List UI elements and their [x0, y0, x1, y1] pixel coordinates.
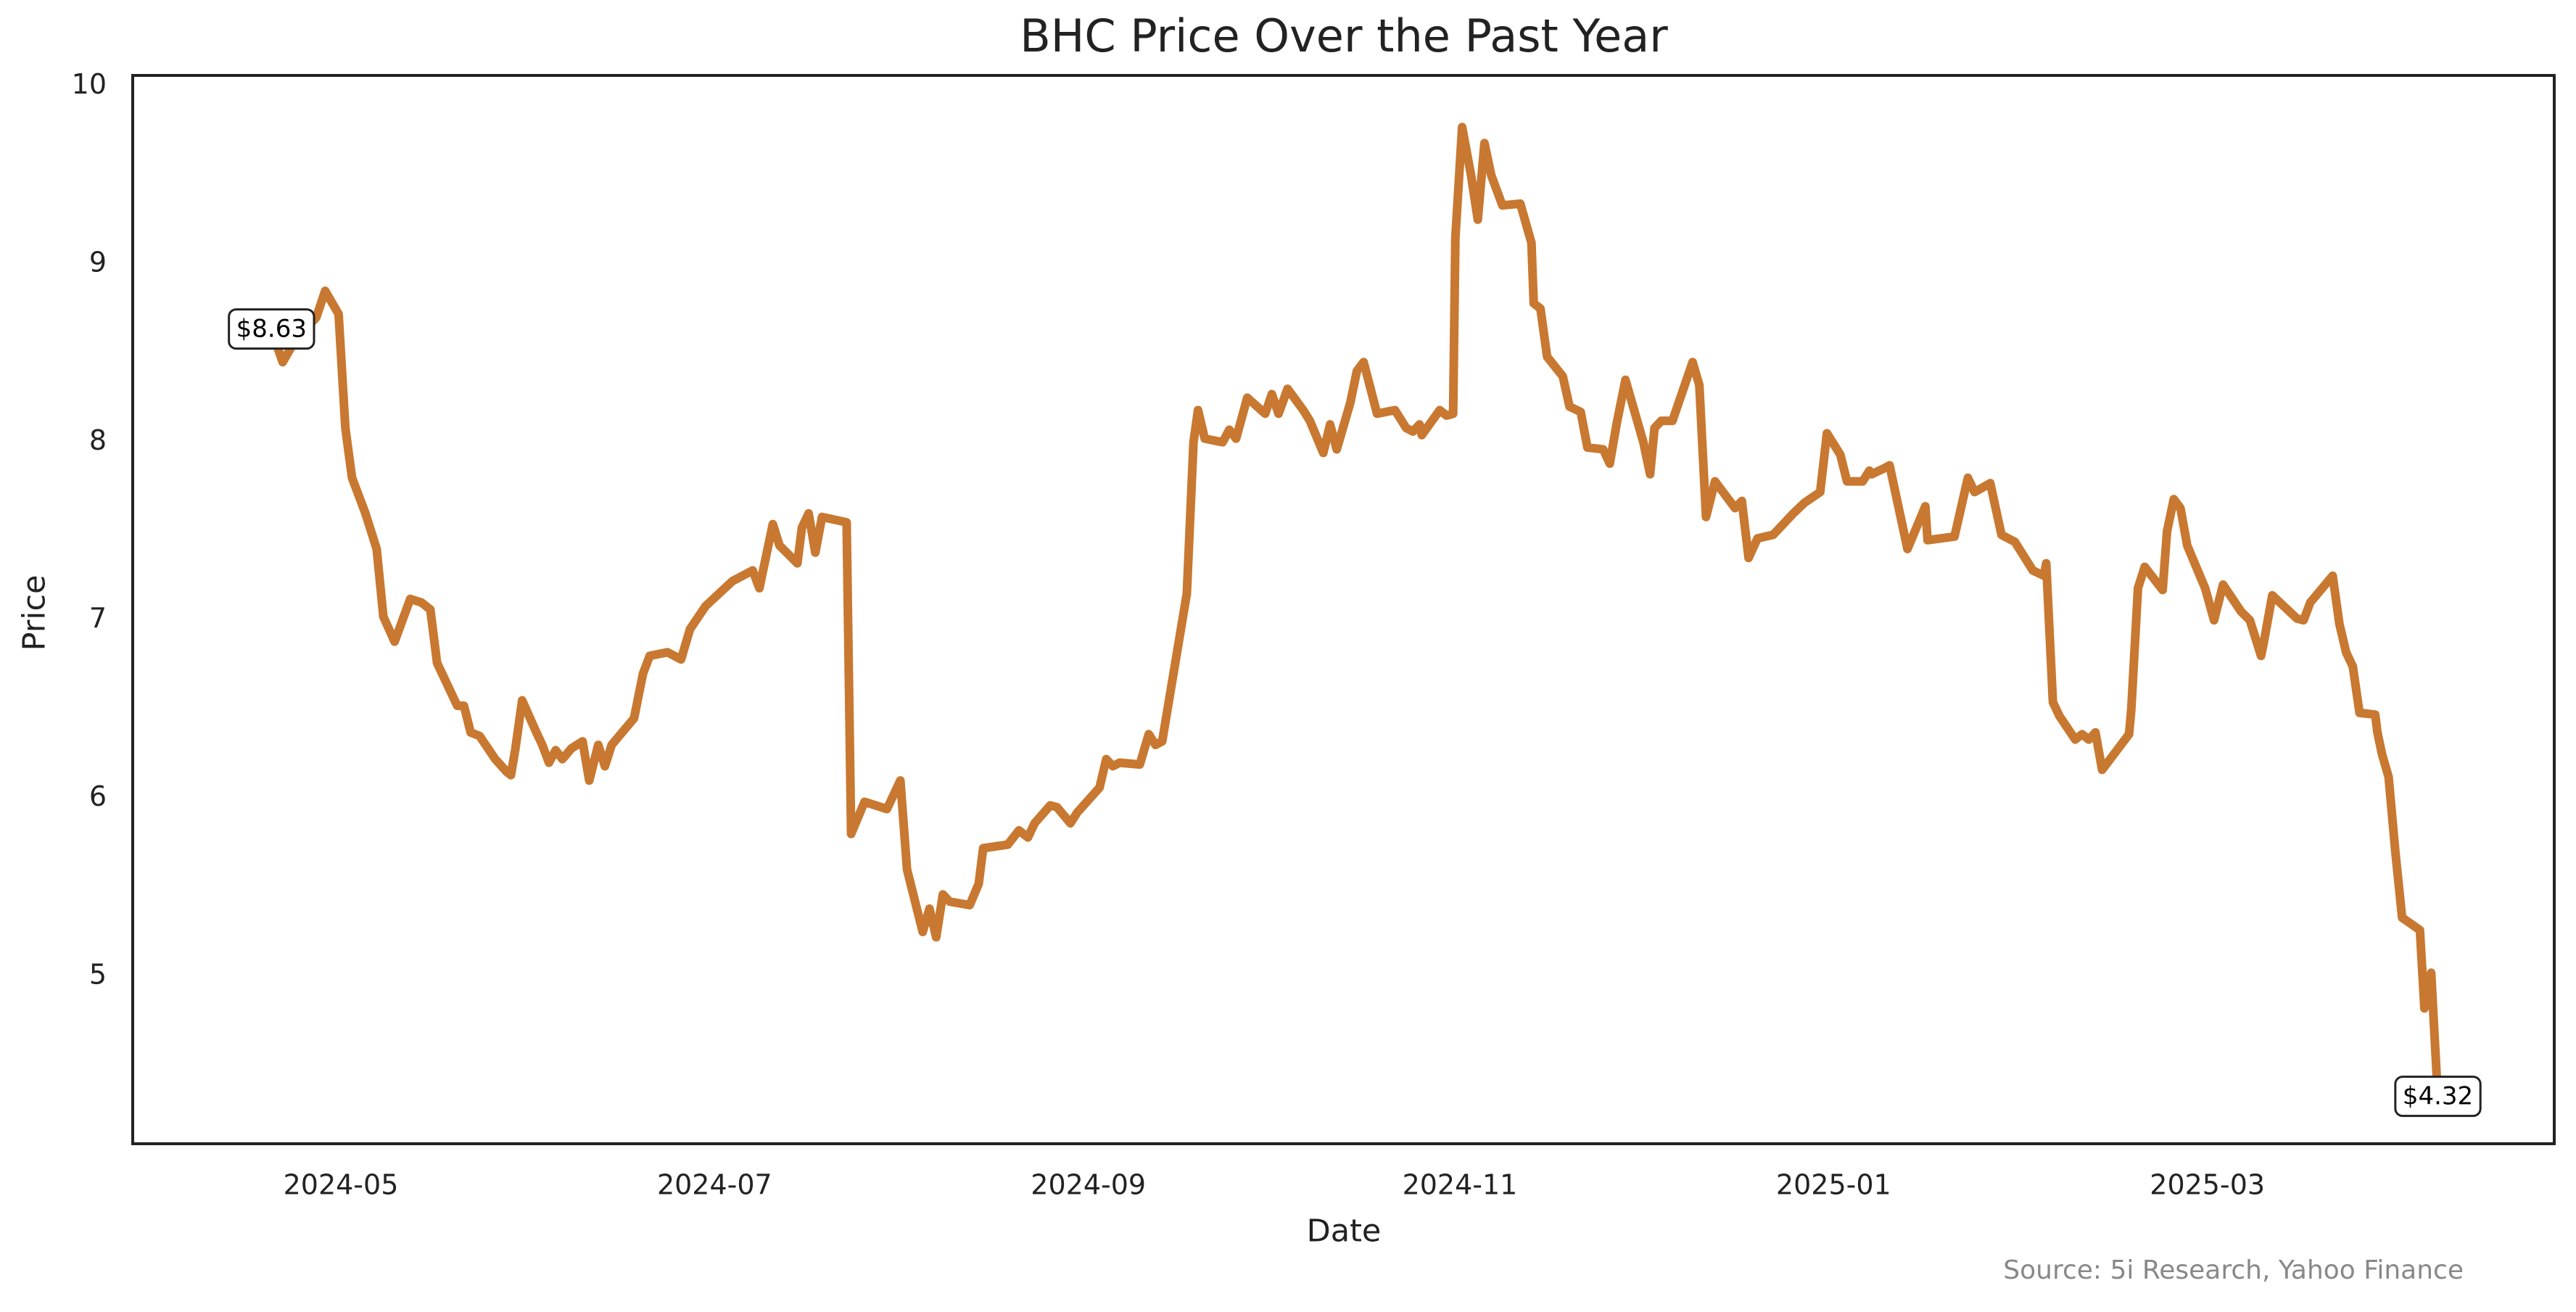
plot-frame — [131, 74, 2556, 1145]
y-tick-label: 7 — [89, 603, 107, 635]
chart-title: BHC Price Over the Past Year — [1020, 9, 1668, 62]
x-tick-label: 2025-01 — [1776, 1169, 1891, 1201]
x-tick-label: 2024-05 — [284, 1169, 399, 1201]
x-tick-label: 2024-11 — [1403, 1169, 1518, 1201]
y-tick-label: 5 — [89, 959, 107, 991]
source-note: Source: 5i Research, Yahoo Finance — [2003, 1255, 2464, 1285]
x-tick-label: 2024-07 — [657, 1169, 772, 1201]
annotation-box — [2394, 1076, 2482, 1118]
y-tick-label: 8 — [89, 424, 107, 456]
y-tick-label: 10 — [72, 68, 107, 100]
annotation-label: $8.63 — [236, 315, 307, 344]
x-tick-label: 2024-09 — [1031, 1169, 1146, 1201]
y-tick-label: 6 — [89, 780, 107, 812]
annotation-box — [228, 308, 315, 350]
x-axis-label: Date — [1307, 1213, 1382, 1250]
y-axis-label: Price — [17, 575, 53, 651]
x-tick-label: 2025-03 — [2150, 1169, 2265, 1201]
price-line — [267, 123, 2443, 1102]
y-tick-label: 9 — [89, 247, 107, 279]
annotation-label: $4.32 — [2403, 1082, 2473, 1111]
